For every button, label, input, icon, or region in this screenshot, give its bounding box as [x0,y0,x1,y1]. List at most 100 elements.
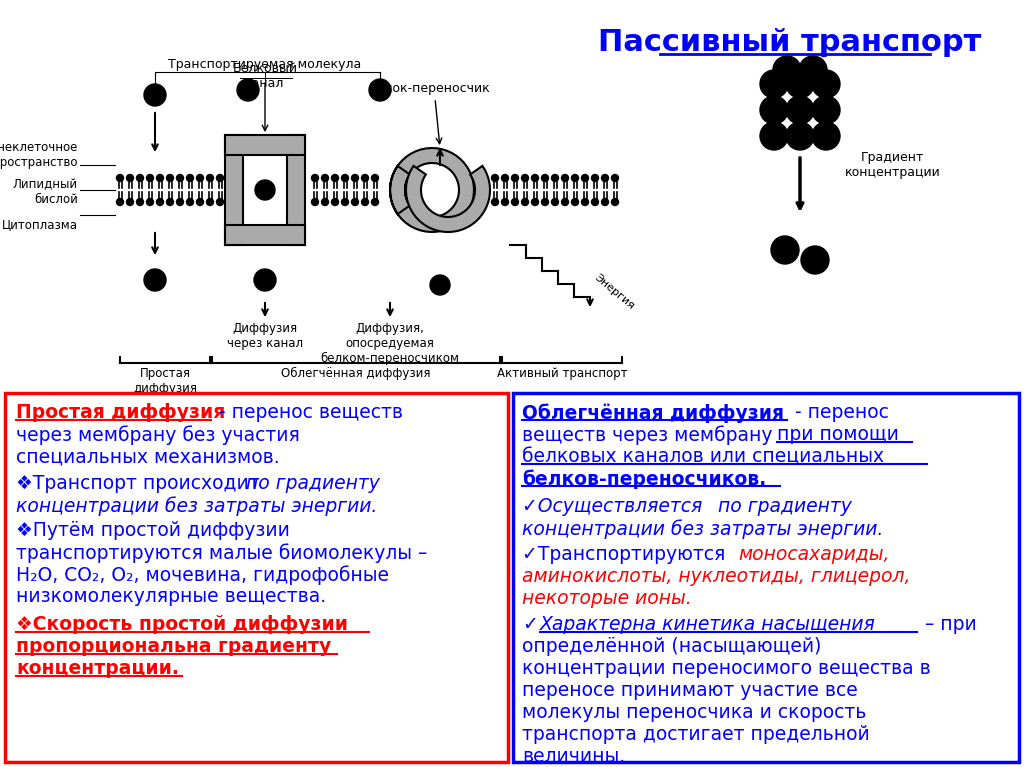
Text: определённой (насыщающей): определённой (насыщающей) [522,637,821,656]
Text: Облегчённая диффузия: Облегчённая диффузия [522,403,784,423]
Circle shape [571,199,579,206]
Text: ❖Транспорт происходит: ❖Транспорт происходит [16,474,265,493]
Circle shape [369,79,391,101]
Circle shape [561,199,568,206]
Circle shape [582,175,589,182]
Text: при помощи: при помощи [777,425,899,444]
Text: Белок-переносчик: Белок-переносчик [369,82,490,95]
Text: Диффузия,
опосредуемая
белком-переносчиком: Диффузия, опосредуемая белком-переносчик… [321,322,460,365]
Circle shape [592,175,598,182]
Circle shape [552,175,558,182]
Circle shape [144,84,166,106]
Circle shape [322,175,329,182]
Circle shape [571,175,579,182]
Circle shape [552,199,558,206]
Circle shape [361,175,369,182]
Circle shape [582,199,589,206]
Text: концентрации переносимого вещества в: концентрации переносимого вещества в [522,659,931,678]
Text: переносе принимают участие все: переносе принимают участие все [522,681,858,700]
Circle shape [611,199,618,206]
Circle shape [144,269,166,291]
Circle shape [492,175,499,182]
Circle shape [786,96,814,124]
Circle shape [773,56,801,84]
Circle shape [372,175,379,182]
Circle shape [502,199,509,206]
Circle shape [146,175,154,182]
Circle shape [361,199,369,206]
Text: Энергия: Энергия [592,272,636,311]
Circle shape [502,175,509,182]
Text: белковых каналов или специальных: белковых каналов или специальных [522,447,884,466]
Circle shape [601,175,608,182]
Circle shape [760,122,788,150]
Circle shape [332,175,339,182]
Circle shape [512,199,518,206]
Circle shape [521,199,528,206]
Text: веществ через мембрану: веществ через мембрану [522,425,778,445]
Text: ❖Скорость простой диффузии: ❖Скорость простой диффузии [16,615,348,634]
Text: ✓Осуществляется: ✓Осуществляется [522,497,709,516]
Bar [5,393,508,762]
Text: ✓: ✓ [522,615,538,634]
Polygon shape [406,166,490,232]
Circle shape [531,175,539,182]
Text: Диффузия
через канал: Диффузия через канал [227,322,303,350]
Circle shape [561,175,568,182]
Text: низкомолекулярные вещества.: низкомолекулярные вещества. [16,587,326,606]
Circle shape [341,175,348,182]
Text: Белковый
канал: Белковый канал [232,62,298,90]
Circle shape [332,199,339,206]
Circle shape [771,236,799,264]
Circle shape [197,199,204,206]
Text: некоторые ионы.: некоторые ионы. [522,589,692,608]
Text: через мембрану без участия: через мембрану без участия [16,425,300,445]
Circle shape [186,175,194,182]
Text: - перенос: - перенос [790,403,889,422]
Circle shape [542,175,549,182]
Circle shape [207,175,213,182]
Circle shape [157,199,164,206]
Circle shape [430,275,450,295]
Text: ✓Транспортируются: ✓Транспортируются [522,545,731,564]
Circle shape [127,199,133,206]
Text: концентрации без затраты энергии.: концентрации без затраты энергии. [16,496,378,515]
Text: Облегчённая диффузия: Облегчённая диффузия [282,367,431,380]
Circle shape [197,175,204,182]
Bar [225,135,243,245]
Text: Внеклеточное
пространство: Внеклеточное пространство [0,141,78,169]
Text: Активный транспорт: Активный транспорт [497,367,628,380]
Circle shape [254,269,276,291]
Text: величины.: величины. [522,747,625,766]
Bar [287,135,305,245]
Text: Н₂О, СО₂, О₂, мочевина, гидрофобные: Н₂О, СО₂, О₂, мочевина, гидрофобные [16,565,389,584]
Polygon shape [390,148,474,232]
Text: Пассивный транспорт: Пассивный транспорт [598,28,982,57]
Text: Простая диффузия: Простая диффузия [16,403,225,422]
Circle shape [801,246,829,274]
Circle shape [146,199,154,206]
Circle shape [176,175,183,182]
Text: ❖Путём простой диффузии: ❖Путём простой диффузии [16,521,290,540]
Circle shape [176,199,183,206]
Circle shape [311,199,318,206]
Text: специальных механизмов.: специальных механизмов. [16,447,280,466]
Circle shape [351,175,358,182]
Text: транспортируются малые биомолекулы –: транспортируются малые биомолекулы – [16,543,427,563]
Circle shape [255,180,275,200]
Circle shape [157,175,164,182]
Circle shape [117,199,124,206]
Circle shape [207,199,213,206]
Circle shape [786,122,814,150]
Circle shape [341,199,348,206]
Text: Простая
диффузия: Простая диффузия [133,367,197,395]
Text: пропорциональна градиенту: пропорциональна градиенту [16,637,331,656]
Circle shape [117,175,124,182]
Circle shape [812,70,840,98]
Circle shape [542,199,549,206]
Text: белков-переносчиков.: белков-переносчиков. [522,469,766,489]
Circle shape [311,175,318,182]
Circle shape [611,175,618,182]
Text: - перенос веществ: - перенос веществ [213,403,403,422]
Text: молекулы переносчика и скорость: молекулы переносчика и скорость [522,703,866,722]
